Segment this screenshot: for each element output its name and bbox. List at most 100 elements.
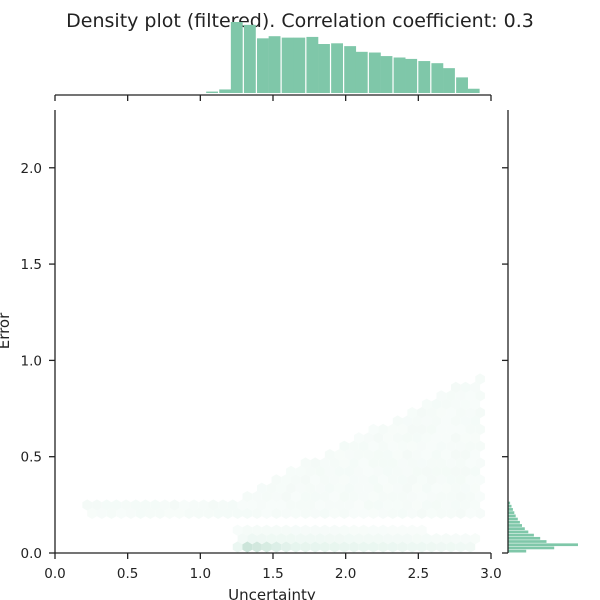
y-hist-bar: [508, 501, 511, 505]
hex-cell: [295, 465, 306, 477]
hex-cell: [135, 507, 146, 519]
hex-cell: [446, 440, 456, 452]
hex-cell: [82, 499, 93, 511]
hex-cell: [300, 524, 311, 536]
hex-cell: [431, 482, 442, 494]
hex-cell: [436, 541, 447, 553]
hex-cell: [305, 533, 316, 545]
hex-cell: [387, 474, 398, 486]
hex-cell: [421, 415, 432, 427]
hex-cell: [237, 533, 248, 545]
hex-cell: [475, 491, 485, 503]
hex-cell: [475, 440, 485, 452]
x-hist-bar: [344, 46, 357, 93]
hex-cell: [164, 507, 175, 519]
hex-cell: [426, 423, 437, 435]
hex-cell: [305, 499, 316, 511]
hex-cell: [290, 491, 301, 503]
hex-cell: [460, 415, 471, 427]
hex-cell: [460, 381, 471, 393]
hex-cell: [349, 541, 359, 553]
y-hist-bar: [508, 514, 516, 518]
hex-cell: [256, 499, 267, 511]
hex-cell: [252, 507, 262, 519]
hex-cell: [470, 499, 481, 511]
hex-cell: [450, 499, 461, 511]
x-tick-label: 3.0: [480, 566, 501, 582]
hex-cell: [320, 474, 330, 486]
y-hist-bar: [508, 543, 578, 547]
hex-cell: [446, 423, 456, 435]
hex-cell: [446, 390, 456, 402]
x-hist-bar: [206, 91, 219, 93]
hex-cell: [344, 482, 354, 494]
hex-cell: [368, 541, 379, 553]
hex-cell: [363, 465, 374, 477]
y-tick-label: 1.0: [21, 353, 42, 369]
hex-cell: [450, 482, 461, 494]
hex-cell: [460, 482, 471, 494]
hexbin-layer: [82, 373, 485, 553]
hex-cell: [256, 533, 267, 545]
hex-cell: [145, 507, 156, 519]
hex-cell: [223, 507, 233, 519]
hex-cell: [465, 507, 476, 519]
hex-cell: [310, 507, 321, 519]
hex-cell: [460, 533, 471, 545]
hex-cell: [373, 533, 384, 545]
hex-cell: [436, 423, 447, 435]
hex-cell: [407, 507, 418, 519]
hex-cell: [242, 541, 253, 553]
hex-cell: [106, 507, 117, 519]
hex-cell: [339, 524, 350, 536]
hex-cell: [470, 533, 481, 545]
hex-cell: [261, 491, 272, 503]
hex-cell: [421, 398, 432, 410]
hex-cell: [402, 499, 413, 511]
hex-cell: [324, 449, 335, 461]
hex-cell: [247, 499, 257, 511]
hex-cell: [475, 507, 485, 519]
hex-cell: [392, 499, 403, 511]
hex-cell: [426, 541, 437, 553]
hex-cell: [397, 541, 408, 553]
y-tick-label: 0.5: [21, 450, 42, 466]
hex-cell: [426, 457, 437, 469]
hex-cell: [286, 533, 296, 545]
hex-cell: [334, 499, 345, 511]
hex-cell: [324, 482, 335, 494]
hex-cell: [441, 398, 451, 410]
hex-cell: [159, 499, 170, 511]
marginal-x-histogram: [206, 22, 480, 94]
hex-cell: [383, 432, 393, 444]
hex-cell: [305, 465, 316, 477]
hex-cell: [339, 491, 350, 503]
hex-cell: [465, 474, 476, 486]
hex-cell: [329, 507, 340, 519]
hex-cell: [286, 499, 296, 511]
hex-cell: [387, 440, 398, 452]
hex-cell: [130, 499, 141, 511]
hex-cell: [116, 507, 127, 519]
hex-cell: [334, 449, 345, 461]
hex-cell: [329, 541, 340, 553]
hex-cell: [392, 432, 403, 444]
x-hist-bar: [355, 51, 368, 93]
hex-cell: [426, 440, 437, 452]
hex-cell: [358, 524, 369, 536]
hex-cell: [470, 449, 481, 461]
hex-cell: [218, 499, 228, 511]
hex-cell: [402, 482, 413, 494]
hex-cell: [465, 491, 476, 503]
hex-cell: [383, 482, 393, 494]
hex-cell: [290, 474, 301, 486]
hex-cell: [436, 507, 447, 519]
x-hist-bar: [393, 57, 406, 93]
x-hist-bar: [293, 37, 306, 93]
hex-cell: [402, 449, 413, 461]
hex-cell: [368, 440, 379, 452]
y-axis-label: Error: [0, 312, 13, 349]
hex-cell: [290, 541, 301, 553]
hex-cell: [121, 499, 131, 511]
